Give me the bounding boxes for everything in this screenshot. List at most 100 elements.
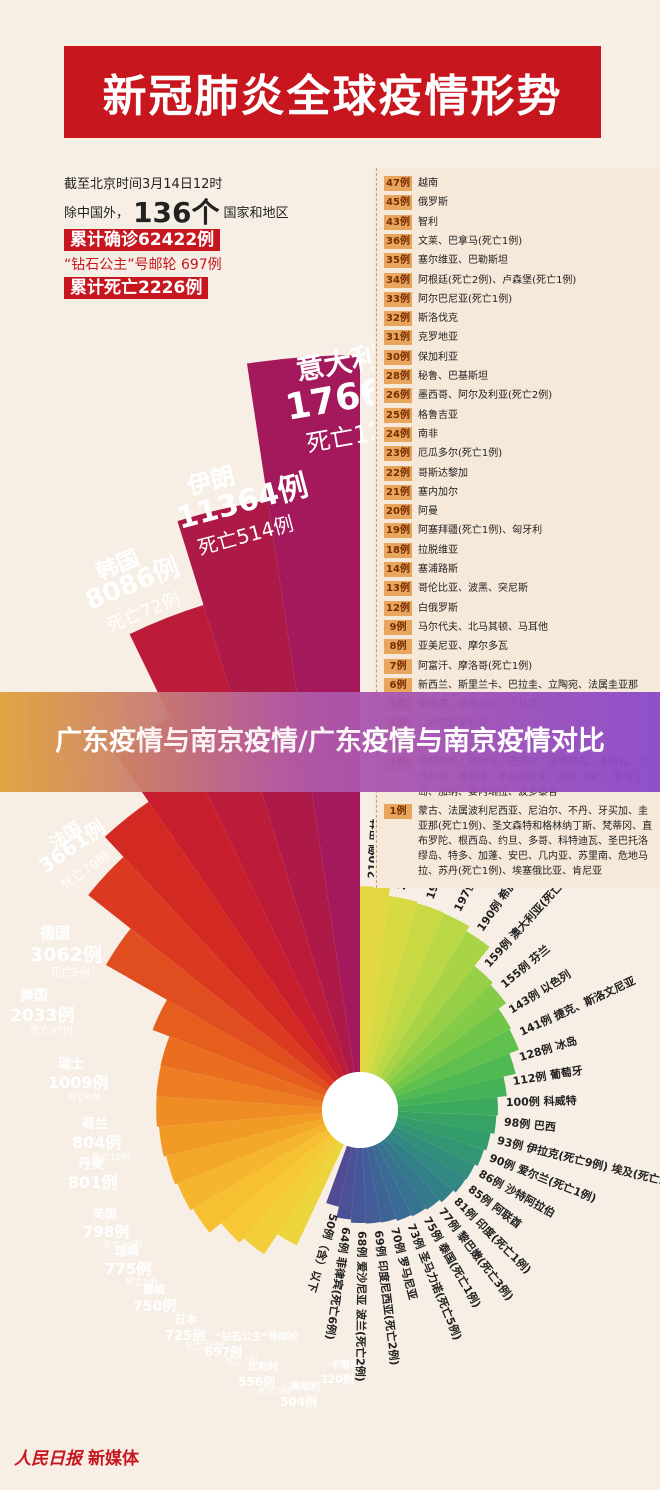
legend-row: 35例 塞尔维亚、巴勒斯坦 — [384, 253, 656, 269]
legend-names: 厄瓜多尔(死亡1例) — [418, 448, 503, 460]
legend-count: 43例 — [384, 214, 412, 230]
legend-count: 7例 — [384, 658, 412, 674]
legend-row: 34例 阿根廷(死亡2例)、卢森堡(死亡1例) — [384, 272, 656, 288]
legend-count: 33例 — [384, 291, 412, 307]
legend-row: 7例 阿富汗、摩洛哥(死亡1例) — [384, 658, 656, 674]
legend-count: 34例 — [384, 272, 412, 288]
sector-minor — [393, 1028, 519, 1097]
sector-deaths-label: 死亡5例 — [50, 965, 90, 979]
sector-deaths-label: 死亡10例 — [92, 1151, 130, 1163]
legend-count: 28例 — [384, 369, 412, 384]
sector-country-label: 比利时 — [248, 1360, 278, 1373]
as-of-line: 截至北京时间3月14日12时 — [64, 176, 223, 192]
legend-count: 23例 — [384, 446, 412, 462]
sector-minor — [372, 1144, 412, 1221]
legend-count: 20例 — [384, 504, 412, 520]
sector-minor — [396, 1116, 491, 1151]
legend-count: 19例 — [384, 523, 412, 539]
countries-prefix: 除中国外， — [64, 205, 130, 221]
page-title: 新冠肺炎全球疫情形势 — [64, 46, 601, 138]
legend-names: 塞内加尔 — [418, 486, 458, 498]
legend-names: 墨西哥、阿尔及利亚(死亡2例) — [418, 390, 553, 402]
sector-deaths-label: 死亡21例 — [185, 1340, 223, 1352]
sector-minor — [383, 965, 493, 1084]
sector-deaths-label: 死亡47例 — [30, 1024, 73, 1037]
legend-count: 25例 — [384, 407, 412, 423]
legend-row: 14例 塞浦路斯 — [384, 562, 656, 577]
legend-count: 35例 — [384, 253, 412, 269]
legend-count: 14例 — [384, 562, 412, 577]
legend-count: 12例 — [384, 600, 412, 616]
legend-names: 克罗地亚 — [418, 332, 458, 344]
confirmed-line: 累计确诊62422例 — [64, 228, 364, 252]
sector-minor — [391, 1126, 475, 1180]
deaths-line: 累计死亡2226例 — [64, 276, 364, 300]
legend-count: 30例 — [384, 349, 412, 365]
legend-count: 31例 — [384, 330, 412, 346]
sector-major — [113, 717, 344, 1079]
total-confirmed-badge: 累计确诊62422例 — [64, 229, 221, 251]
sector-deaths-label: 死亡10例 — [103, 1239, 141, 1251]
sector-cases-label: 725例 — [165, 1328, 205, 1344]
legend-row: 13例 哥伦比亚、波黑、突尼斯 — [384, 581, 656, 597]
legend-count: 36例 — [384, 233, 412, 249]
legend-count: 18例 — [384, 542, 412, 558]
sector-minor — [365, 895, 418, 1074]
sector-major — [105, 928, 331, 1092]
countries-suffix: 国家和地区 — [223, 205, 289, 221]
sector-country-label: 瑞士 — [58, 1056, 84, 1072]
sector-cases-label: 320例 — [320, 1372, 354, 1386]
legend-names: 保加利亚 — [418, 351, 458, 363]
sector-deaths-label: 死亡7例 — [225, 1355, 258, 1367]
legend-names: 阿曼 — [418, 506, 438, 518]
summary-block: 截至北京时间3月14日12时 除中国外， 136个 国家和地区 累计确诊6242… — [64, 170, 364, 300]
legend-names: 阿塞拜疆(死亡1例)、匈牙利 — [418, 525, 543, 537]
legend-names: 白俄罗斯 — [418, 602, 458, 614]
legend-names: 蒙古、法属波利尼西亚、尼泊尔、不丹、牙买加、圭亚那(死亡1例)、圣文森特和格林纳… — [418, 806, 653, 877]
legend-row: 9例 马尔代夫、北马其顿、马耳他 — [384, 619, 656, 635]
legend-row: 12例 白俄罗斯 — [384, 600, 656, 616]
legend-row: 45例 俄罗斯 — [384, 195, 656, 211]
countries-count: 136个 — [133, 196, 220, 229]
legend-count: 26例 — [384, 388, 412, 404]
total-deaths-badge: 累计死亡2226例 — [64, 277, 209, 299]
minor-sector-label: 112例 葡萄牙 — [512, 1063, 584, 1088]
sector-major — [160, 1036, 325, 1102]
sector-major — [159, 1113, 324, 1157]
legend-count: 45例 — [384, 195, 412, 211]
legend-count: 21例 — [384, 484, 412, 500]
sector-minor — [387, 984, 507, 1088]
sector-major — [156, 1065, 323, 1108]
sector-minor — [336, 1147, 357, 1220]
overlay-caption: 广东疫情与南京疫情/广东疫情与南京疫情对比 — [55, 726, 605, 757]
legend-row: 23例 厄瓜多尔(死亡1例) — [384, 446, 656, 462]
legend-names: 新西兰、斯里兰卡、巴拉圭、立陶宛、法属圭亚那 — [418, 679, 638, 691]
sector-major — [177, 1124, 328, 1211]
sector-minor — [397, 1076, 507, 1107]
sector-country-label: “钻石公主”号邮轮 — [215, 1330, 298, 1343]
legend-row: 36例 文莱、巴拿马(死亡1例) — [384, 233, 656, 249]
cruise-line: “钻石公主”号邮轮 697例 — [64, 252, 364, 276]
legend-names: 哥伦比亚、波黑、突尼斯 — [418, 583, 528, 595]
sector-minor — [350, 1147, 367, 1224]
sector-minor — [385, 1134, 454, 1203]
chart-center-hole — [322, 1072, 398, 1148]
caption-overlay: 广东疫情与南京疫情/广东疫情与南京疫情对比 — [0, 692, 660, 792]
legend-row: 31例 克罗地亚 — [384, 330, 656, 346]
sector-cases-label: 804例 — [72, 1133, 121, 1152]
sector-country-label: 奥地利 — [290, 1380, 320, 1393]
legend-names: 俄罗斯 — [418, 197, 448, 209]
sector-cases-label: 3062例 — [30, 943, 102, 966]
sector-minor — [379, 931, 490, 1081]
sector-minor — [397, 1111, 497, 1134]
legend-row: 19例 阿塞拜疆(死亡1例)、匈牙利 — [384, 523, 656, 539]
sector-cases-label: 798例 — [83, 1223, 129, 1241]
sector-country-label: 卡塔尔 — [330, 1358, 360, 1371]
countries-line: 除中国外， 136个 国家和地区 — [64, 194, 364, 229]
sector-cases-label: 775例 — [105, 1260, 151, 1278]
legend-row: 28例 秘鲁、巴基斯坦 — [384, 369, 656, 384]
legend-row: 22例 哥斯达黎加 — [384, 465, 656, 481]
legend-row: 25例 格鲁吉亚 — [384, 407, 656, 423]
sector-minor — [381, 1138, 440, 1210]
sector-major — [192, 1129, 331, 1233]
